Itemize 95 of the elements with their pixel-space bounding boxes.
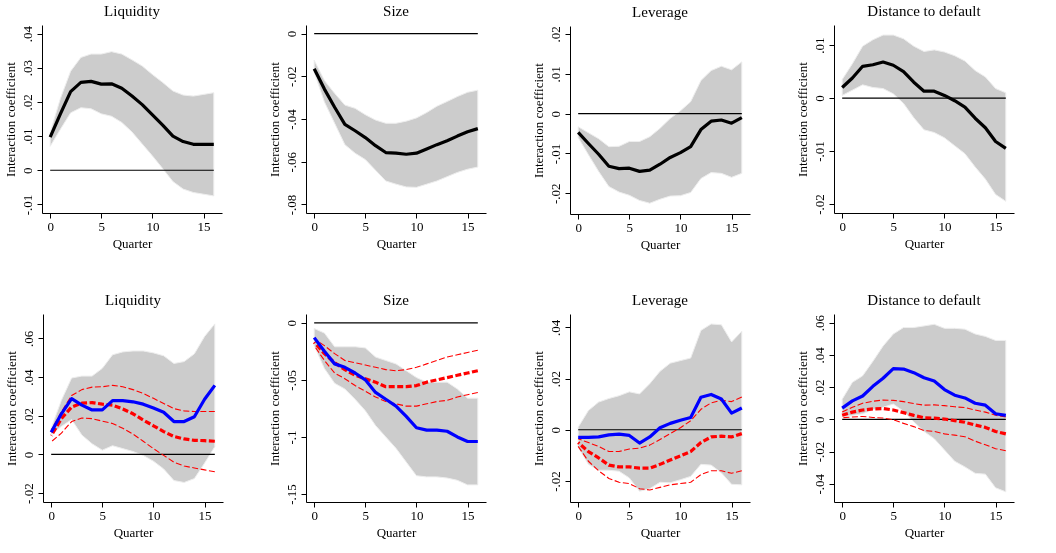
x-tick-label: 5 — [890, 507, 898, 523]
x-tick-label: 10 — [674, 219, 688, 235]
x-tick-label: 10 — [410, 507, 424, 523]
y-tick-label: .01 — [19, 128, 35, 145]
y-tick-label: -.02 — [547, 471, 563, 492]
y-tick-label: .02 — [811, 379, 827, 396]
y-tick-label: .04 — [547, 319, 563, 336]
chart-title: Distance to default — [867, 292, 982, 308]
x-tick-label: 5 — [362, 507, 370, 523]
y-tick-label: .02 — [20, 408, 36, 425]
x-tick-label: 15 — [989, 507, 1003, 523]
y-tick-label: -.1 — [283, 430, 299, 445]
y-tick-label: .02 — [19, 94, 35, 111]
chart-title: Size — [383, 3, 410, 19]
x-tick-label: 0 — [311, 507, 318, 523]
y-tick-label: -.02 — [547, 183, 563, 205]
y-axis-title: Interaction coefficient — [794, 61, 810, 177]
chart-title: Leverage — [632, 292, 689, 308]
x-tick-label: 5 — [362, 218, 370, 234]
chart-title: Distance to default — [867, 3, 982, 19]
y-axis-title: Interaction coefficient — [530, 62, 546, 178]
y-axis-title: Interaction coefficient — [266, 61, 282, 177]
y-axis-title: Interaction coefficient — [3, 350, 19, 466]
x-tick-label: 10 — [146, 218, 160, 234]
y-tick-label: -.02 — [811, 441, 827, 463]
y-tick-label: -.01 — [811, 141, 827, 162]
y-tick-label: 0 — [283, 30, 299, 38]
y-tick-label: .04 — [811, 346, 827, 364]
y-tick-label: .02 — [547, 370, 563, 388]
y-tick-label: 0 — [811, 416, 827, 424]
x-axis-title: Quarter — [904, 235, 946, 251]
y-axis-title: Interaction coefficient — [794, 350, 810, 466]
y-tick-label: .06 — [20, 330, 36, 347]
x-tick-label: 0 — [839, 218, 846, 234]
y-tick-label: -.02 — [811, 194, 827, 215]
y-tick-label: 0 — [547, 427, 563, 434]
x-tick-label: 5 — [626, 219, 634, 235]
y-tick-label: -.04 — [811, 473, 827, 495]
y-tick-label: -.04 — [283, 108, 299, 130]
y-axis-title: Interaction coefficient — [2, 61, 18, 177]
x-tick-label: 0 — [311, 218, 318, 234]
x-tick-label: 0 — [839, 507, 846, 523]
chart-title: Liquidity — [105, 292, 162, 308]
y-tick-label: 0 — [19, 167, 35, 175]
x-axis-title: Quarter — [376, 524, 418, 540]
chart-title: Leverage — [632, 3, 689, 20]
x-tick-label: 0 — [47, 218, 54, 234]
x-tick-label: 15 — [725, 507, 739, 523]
y-tick-label: .06 — [811, 314, 827, 332]
x-tick-label: 10 — [410, 218, 424, 234]
y-tick-label: .03 — [19, 60, 35, 77]
y-tick-label: .01 — [547, 66, 563, 83]
y-tick-label: -.01 — [19, 194, 35, 216]
y-tick-label: 0 — [811, 95, 827, 102]
x-tick-label: 5 — [99, 507, 107, 523]
x-tick-label: 0 — [48, 507, 55, 523]
x-tick-label: 15 — [989, 218, 1003, 234]
y-tick-label: 0 — [20, 451, 36, 459]
x-axis-title: Quarter — [904, 524, 946, 540]
y-tick-label: .01 — [811, 37, 827, 54]
x-tick-label: 10 — [147, 507, 161, 523]
x-tick-label: 10 — [938, 218, 952, 234]
x-tick-label: 15 — [461, 507, 475, 523]
y-tick-label: 0 — [547, 110, 563, 118]
x-tick-label: 5 — [890, 218, 898, 234]
x-tick-label: 15 — [197, 218, 211, 234]
x-tick-label: 10 — [938, 507, 952, 523]
x-axis-title: Quarter — [376, 235, 418, 251]
x-tick-label: 0 — [575, 507, 582, 523]
y-tick-label: -.01 — [547, 143, 563, 165]
y-tick-label: -.02 — [20, 483, 36, 504]
x-tick-label: 10 — [674, 507, 688, 523]
y-tick-label: .02 — [547, 26, 563, 43]
x-tick-label: 5 — [98, 218, 106, 234]
y-tick-label: -.06 — [283, 151, 299, 173]
x-tick-label: 15 — [461, 218, 475, 234]
x-tick-label: 15 — [725, 219, 739, 235]
y-tick-label: -.15 — [283, 484, 299, 505]
chart-title: Size — [383, 292, 410, 308]
x-tick-label: 5 — [626, 507, 634, 523]
x-axis-title: Quarter — [112, 235, 154, 251]
x-tick-label: 0 — [575, 219, 582, 235]
y-tick-label: 0 — [283, 320, 299, 327]
y-axis-title: Interaction coefficient — [266, 350, 282, 466]
y-tick-label: -.02 — [283, 66, 299, 88]
x-axis-title: Quarter — [640, 524, 682, 540]
y-tick-label: .04 — [19, 25, 35, 43]
x-axis-title: Quarter — [113, 524, 155, 540]
y-tick-label: .04 — [20, 368, 36, 386]
x-axis-title: Quarter — [640, 236, 682, 252]
x-tick-label: 15 — [198, 507, 212, 523]
y-tick-label: -.08 — [283, 194, 299, 216]
y-tick-label: -.05 — [283, 370, 299, 391]
chart-title: Liquidity — [104, 3, 161, 19]
y-axis-title: Interaction coefficient — [530, 350, 546, 466]
